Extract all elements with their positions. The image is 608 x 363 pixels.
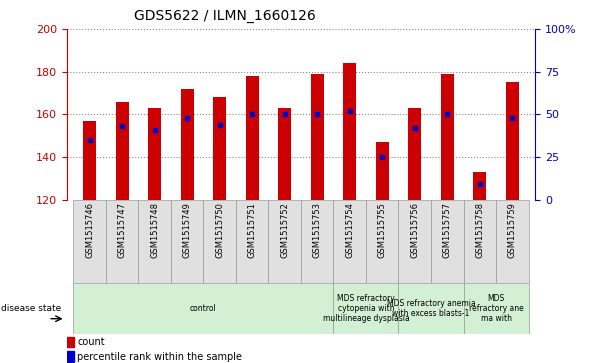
Text: MDS refractory
cytopenia with
multilineage dysplasia: MDS refractory cytopenia with multilinea… (323, 294, 409, 323)
Bar (301, 200, 333, 283)
Text: GSM1515759: GSM1515759 (508, 202, 517, 258)
Bar (148, 108, 161, 200)
Bar (311, 74, 323, 200)
Bar (204, 200, 236, 283)
Bar (441, 74, 454, 200)
Text: GSM1515749: GSM1515749 (182, 202, 192, 258)
Bar (408, 108, 421, 200)
Bar (398, 200, 431, 283)
Bar (67, 351, 74, 362)
Bar (366, 200, 398, 283)
Text: GSM1515757: GSM1515757 (443, 202, 452, 258)
Text: GSM1515758: GSM1515758 (475, 202, 484, 258)
Bar (246, 76, 258, 200)
Bar (139, 200, 171, 283)
Bar (171, 200, 204, 283)
Text: GSM1515755: GSM1515755 (378, 202, 387, 258)
Bar (496, 200, 528, 283)
Text: disease state: disease state (1, 304, 61, 313)
Bar (344, 63, 356, 200)
Text: percentile rank within the sample: percentile rank within the sample (77, 352, 242, 362)
Text: GSM1515746: GSM1515746 (85, 202, 94, 258)
Bar (463, 283, 528, 334)
Text: GDS5622 / ILMN_1660126: GDS5622 / ILMN_1660126 (134, 9, 316, 23)
Text: MDS refractory anemia
with excess blasts-1: MDS refractory anemia with excess blasts… (387, 299, 475, 318)
Bar (181, 89, 194, 200)
Text: GSM1515754: GSM1515754 (345, 202, 354, 258)
Text: MDS
refractory ane
ma with: MDS refractory ane ma with (469, 294, 523, 323)
Text: GSM1515748: GSM1515748 (150, 202, 159, 258)
Text: GSM1515750: GSM1515750 (215, 202, 224, 258)
Bar (463, 200, 496, 283)
Text: GSM1515756: GSM1515756 (410, 202, 420, 258)
Bar (74, 200, 106, 283)
Bar (278, 108, 291, 200)
Bar (398, 283, 463, 334)
Bar (116, 102, 129, 200)
Bar (376, 142, 389, 200)
Bar (106, 200, 139, 283)
Text: GSM1515747: GSM1515747 (118, 202, 126, 258)
Text: GSM1515752: GSM1515752 (280, 202, 289, 258)
Bar (83, 121, 96, 200)
Bar (213, 97, 226, 200)
Text: GSM1515753: GSM1515753 (313, 202, 322, 258)
Bar (269, 200, 301, 283)
Bar (74, 283, 333, 334)
Bar (236, 200, 269, 283)
Bar (333, 200, 366, 283)
Text: GSM1515751: GSM1515751 (247, 202, 257, 258)
Bar (473, 172, 486, 200)
Text: control: control (190, 304, 217, 313)
Text: count: count (77, 337, 105, 347)
Bar (333, 283, 398, 334)
Bar (431, 200, 463, 283)
Bar (506, 82, 519, 200)
Bar (67, 337, 74, 347)
